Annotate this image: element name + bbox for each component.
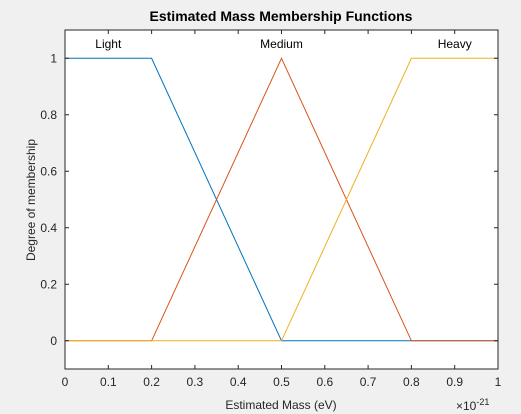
y-tick-label: 0.6 xyxy=(40,164,57,178)
y-tick-label: 0.2 xyxy=(40,277,57,291)
x-tick-label: 0.6 xyxy=(316,375,333,389)
mf-label-medium: Medium xyxy=(260,37,303,51)
x-tick-label: 0.3 xyxy=(187,375,204,389)
x-tick-label: 0.2 xyxy=(143,375,160,389)
x-tick-label: 0.7 xyxy=(360,375,377,389)
x-axis-label: Estimated Mass (eV) xyxy=(225,398,336,412)
y-tick-label: 1 xyxy=(50,51,57,65)
chart-title: Estimated Mass Membership Functions xyxy=(150,8,413,24)
x-axis-exponent-power: -21 xyxy=(476,397,489,407)
y-tick-label: 0.4 xyxy=(40,221,57,235)
x-tick-label: 0.9 xyxy=(446,375,463,389)
mf-label-light: Light xyxy=(95,37,122,51)
x-tick-label: 0.1 xyxy=(100,375,117,389)
x-tick-label: 0 xyxy=(62,375,69,389)
x-tick-label: 0.5 xyxy=(273,375,290,389)
plot-area xyxy=(65,30,498,369)
x-tick-label: 1 xyxy=(495,375,502,389)
x-tick-label: 0.4 xyxy=(230,375,247,389)
y-axis-label: Degree of membership xyxy=(24,139,38,261)
x-axis-exponent-base: ×10 xyxy=(456,399,477,413)
mf-label-heavy: Heavy xyxy=(438,37,472,51)
y-tick-label: 0 xyxy=(50,334,57,348)
y-tick-label: 0.8 xyxy=(40,108,57,122)
x-axis-exponent: ×10-21 xyxy=(456,397,489,413)
x-tick-label: 0.8 xyxy=(403,375,420,389)
